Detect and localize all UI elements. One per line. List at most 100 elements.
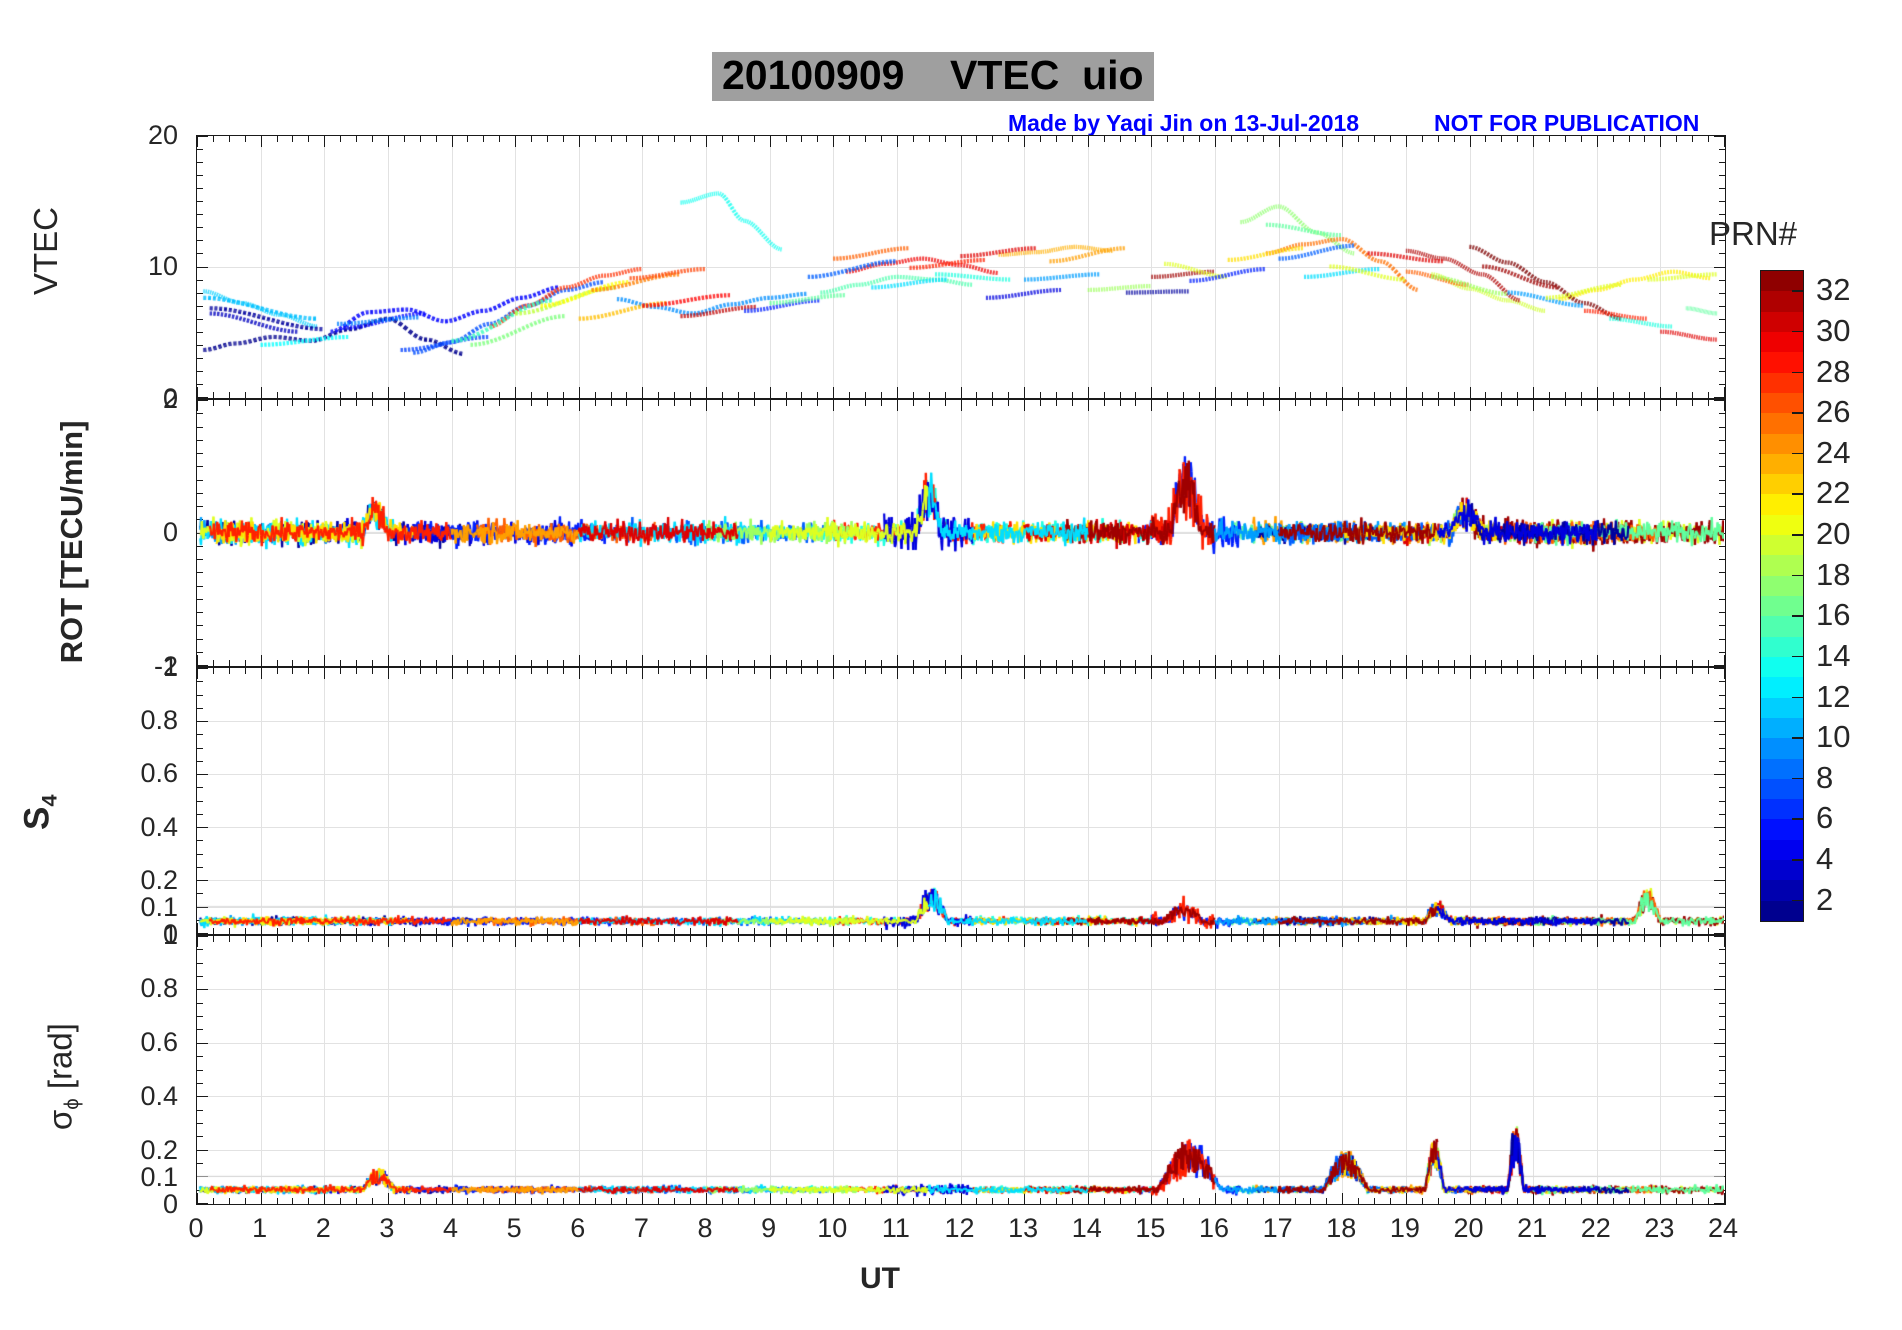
xtick-label-18: 18 — [1326, 1213, 1357, 1243]
xtick-label-22: 22 — [1580, 1213, 1611, 1243]
ytick-sig-08: 0.8 — [140, 973, 178, 1003]
colorbar-tick-label-24: 24 — [1816, 434, 1851, 470]
colorbar-tick-label-4: 4 — [1816, 841, 1834, 877]
xtick-label-9: 9 — [761, 1213, 777, 1243]
axis-tick — [197, 665, 208, 666]
axis-tick — [1714, 933, 1725, 934]
colorbar-segment — [1761, 413, 1803, 434]
xtick-label-8: 8 — [697, 1213, 713, 1243]
colorbar-segment — [1761, 738, 1803, 759]
colorbar-tick — [1792, 371, 1803, 374]
xtick-label-7: 7 — [633, 1213, 649, 1243]
colorbar-segment — [1761, 758, 1803, 779]
xtick-label-6: 6 — [570, 1213, 586, 1243]
colorbar-tick — [1792, 859, 1803, 861]
colorbar-segment — [1761, 616, 1803, 637]
colorbar-segment — [1761, 331, 1803, 353]
ytick-s4-1: 1 — [162, 652, 178, 682]
ytick-sig-06: 0.6 — [140, 1027, 178, 1057]
colorbar-segment — [1761, 778, 1803, 800]
ytick-s4-04: 0.4 — [140, 812, 178, 842]
axis-tick — [1724, 936, 1725, 947]
colorbar-tick-label-30: 30 — [1816, 312, 1851, 348]
colorbar-tick — [1792, 330, 1803, 333]
ytick-rot-minus2: -2 — [153, 651, 178, 681]
xtick-label-1: 1 — [252, 1213, 268, 1243]
ytick-sig-1: 1 — [162, 920, 178, 950]
ytick-vtec-0: 0 — [162, 383, 178, 413]
colorbar-segment — [1761, 799, 1803, 820]
colorbar-title: PRN# — [1709, 215, 1798, 252]
colorbar-tick-label-16: 16 — [1816, 597, 1851, 633]
ytick-sig-04: 0.4 — [140, 1081, 178, 1111]
colorbar-tick-label-22: 22 — [1816, 475, 1851, 511]
colorbar-segment — [1761, 575, 1803, 596]
colorbar-tick — [1792, 737, 1803, 739]
colorbar-tick — [1792, 655, 1803, 658]
axis-tick — [1724, 668, 1725, 679]
ytick-s4-0: 0 — [162, 919, 178, 949]
xtick-label-10: 10 — [817, 1213, 848, 1243]
xtick-label-4: 4 — [442, 1213, 459, 1243]
colorbar-segment — [1761, 677, 1803, 698]
series-s4 — [197, 668, 1724, 933]
xtick-label-14: 14 — [1071, 1213, 1102, 1243]
colorbar-segment — [1761, 656, 1803, 678]
colorbar-tick — [1792, 777, 1803, 780]
axis-tick — [1714, 1203, 1725, 1204]
xtick-label-15: 15 — [1135, 1213, 1166, 1243]
colorbar[interactable] — [1760, 270, 1804, 922]
colorbar-segment — [1761, 311, 1803, 332]
ytick-vtec-10: 10 — [147, 251, 178, 281]
axis-tick — [1724, 655, 1725, 666]
ylabel-s4: S4 — [17, 794, 62, 831]
colorbar-tick-label-12: 12 — [1816, 678, 1851, 714]
colorbar-segment — [1761, 535, 1803, 556]
colorbar-tick — [1792, 452, 1803, 455]
ytick-rot-0: 0 — [162, 517, 178, 547]
ytick-sig-02: 0.2 — [140, 1135, 178, 1165]
colorbar-segment — [1761, 839, 1803, 861]
colorbar-segment — [1761, 352, 1803, 373]
xtick-label-23: 23 — [1644, 1213, 1675, 1243]
colorbar-tick — [1792, 534, 1803, 536]
made-by-annotation: Made by Yaqi Jin on 13-Jul-2018 — [1008, 110, 1360, 136]
ytick-sig-0: 0 — [162, 1189, 178, 1219]
series-sigma-phi — [197, 936, 1724, 1203]
xtick-label-0: 0 — [188, 1213, 204, 1243]
colorbar-tick-label-18: 18 — [1816, 556, 1851, 592]
axis-tick — [197, 1203, 208, 1204]
colorbar-tick-label-10: 10 — [1816, 719, 1851, 755]
colorbar-segment — [1761, 372, 1803, 393]
axis-tick — [197, 397, 208, 398]
xtick-label-12: 12 — [944, 1213, 975, 1243]
xtick-label-2: 2 — [315, 1213, 331, 1243]
series-vtec — [197, 136, 1724, 397]
axis-tick — [197, 933, 208, 934]
colorbar-tick-label-28: 28 — [1816, 353, 1851, 389]
series-rot — [197, 400, 1724, 665]
ylabel-sigma-phi: σϕ [rad] — [41, 1023, 84, 1131]
xtick-label-5: 5 — [506, 1213, 522, 1243]
colorbar-segment — [1761, 717, 1803, 739]
colorbar-segment — [1761, 291, 1803, 312]
colorbar-segment — [1761, 494, 1803, 515]
colorbar-segment — [1761, 819, 1803, 840]
colorbar-tick — [1792, 818, 1803, 820]
colorbar-segment — [1761, 555, 1803, 576]
colorbar-tick-label-6: 6 — [1816, 800, 1834, 836]
colorbar-tick-label-8: 8 — [1816, 759, 1834, 795]
ytick-vtec-20: 20 — [147, 120, 178, 150]
colorbar-segment — [1761, 880, 1803, 901]
ytick-sig-01: 0.1 — [140, 1162, 178, 1192]
not-for-publication-annotation: NOT FOR PUBLICATION — [1434, 110, 1700, 136]
colorbar-tick-label-2: 2 — [1816, 881, 1834, 917]
ytick-s4-01: 0.1 — [140, 892, 178, 922]
axis-tick — [1714, 397, 1725, 398]
ytick-s4-06: 0.6 — [140, 758, 178, 788]
colorbar-segment — [1761, 596, 1803, 617]
xtick-label-20: 20 — [1453, 1213, 1484, 1243]
xtick-label-24: 24 — [1707, 1213, 1739, 1243]
colorbar-segment — [1761, 433, 1803, 454]
xtick-label-3: 3 — [379, 1213, 395, 1243]
